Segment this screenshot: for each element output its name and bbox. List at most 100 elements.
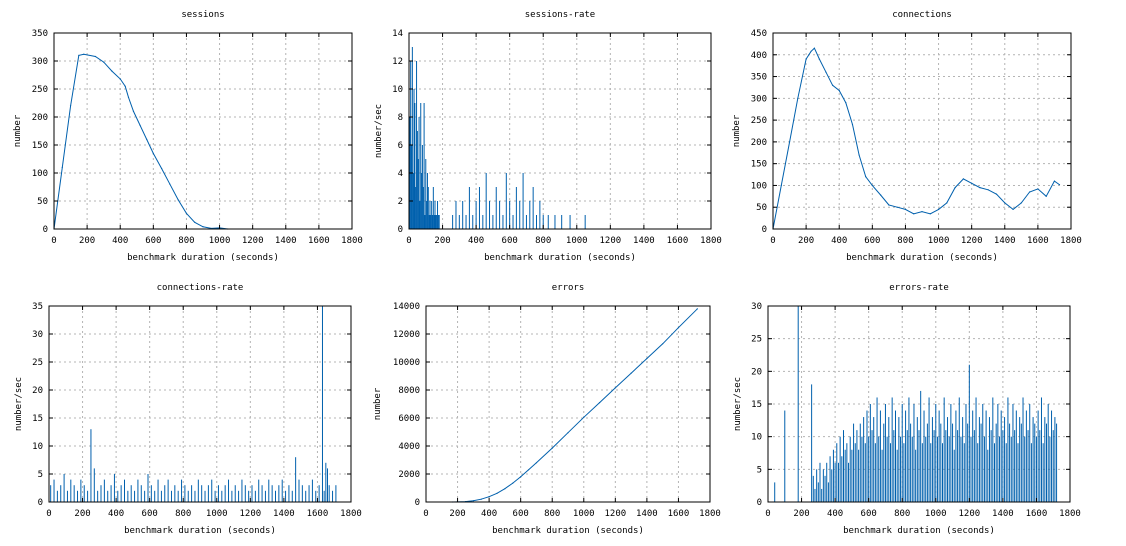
data-point — [598, 402, 601, 404]
y-axis-label: number — [732, 114, 742, 147]
y-tick-label: 12 — [392, 57, 403, 67]
y-tick-label: 6 — [398, 141, 403, 151]
chart-title: connections-rate — [157, 283, 244, 293]
x-tick-label: 600 — [861, 509, 877, 519]
chart-connections: 0 200 400 600 800 1000 1200 1400 1600 1800 0 50 100 1… — [732, 10, 1082, 263]
x-axis-label: benchmark duration (seconds) — [124, 526, 276, 536]
x-tick-label: 1400 — [994, 236, 1016, 246]
x-tick-label: 200 — [798, 236, 814, 246]
x-tick-label: 200 — [74, 509, 90, 519]
y-tick-label: 6000 — [398, 414, 420, 424]
y-tick-label: 400 — [751, 51, 767, 61]
y-axis-label: number — [13, 114, 23, 147]
data-point — [880, 194, 882, 196]
x-tick-label: 1200 — [242, 236, 264, 246]
data-point — [480, 498, 482, 500]
y-tick-label: 20 — [32, 386, 43, 396]
plot-frame — [408, 32, 712, 230]
data-point — [177, 199, 179, 201]
x-tick-label: 400 — [831, 236, 847, 246]
chart-title: sessions — [181, 10, 224, 20]
data-point — [1029, 191, 1031, 193]
data-point — [871, 184, 873, 187]
y-tick-label: 10000 — [393, 358, 420, 368]
x-tick-label: 800 — [535, 236, 551, 246]
chart-title: errors-rate — [889, 283, 949, 293]
x-tick-label: 200 — [79, 236, 95, 246]
y-tick-label: 10 — [32, 442, 43, 452]
data-point — [971, 182, 973, 184]
data-point — [496, 492, 498, 494]
data-point — [83, 53, 85, 55]
y-tick-label: 10 — [751, 433, 762, 443]
data-point — [61, 166, 63, 168]
x-tick-label: 1000 — [566, 236, 588, 246]
y-tick-label: 350 — [32, 29, 48, 39]
y-tick-label: 15 — [32, 414, 43, 424]
plot-frame — [425, 305, 711, 503]
series-line — [53, 53, 228, 230]
x-tick-label: 800 — [175, 509, 191, 519]
chart-title: sessions-rate — [525, 10, 595, 20]
x-tick-label: 1800 — [341, 236, 363, 246]
x-tick-label: 1600 — [668, 509, 690, 519]
y-tick-label: 8 — [398, 113, 403, 123]
y-tick-label: 200 — [32, 113, 48, 123]
y-tick-label: 4000 — [398, 442, 420, 452]
data-point — [832, 84, 834, 86]
x-tick-label: 1600 — [667, 236, 689, 246]
data-point — [551, 447, 553, 449]
series-line — [772, 47, 1060, 230]
x-tick-label: 1200 — [239, 509, 261, 519]
y-tick-label: 0 — [415, 498, 420, 508]
y-tick-label: 12000 — [393, 330, 420, 340]
data-point — [845, 102, 847, 104]
x-axis-label: benchmark duration (seconds) — [484, 253, 636, 263]
data-point — [937, 208, 940, 210]
x-tick-label: 1600 — [1026, 509, 1048, 519]
data-point — [677, 327, 680, 329]
data-point — [995, 193, 998, 195]
data-point — [797, 97, 799, 99]
y-axis-label: number/sec — [14, 377, 24, 431]
y-tick-label: 25 — [32, 358, 43, 368]
data-point — [139, 124, 141, 126]
data-point — [124, 85, 126, 87]
x-axis-label: benchmark duration (seconds) — [846, 253, 998, 263]
x-tick-label: 1000 — [925, 509, 947, 519]
x-tick-label: 1800 — [699, 509, 721, 519]
data-point — [818, 58, 820, 60]
data-point — [865, 176, 867, 178]
x-tick-label: 800 — [897, 236, 913, 246]
x-tick-label: 1200 — [958, 509, 980, 519]
x-tick-label: 400 — [481, 509, 497, 519]
y-tick-label: 250 — [751, 116, 767, 126]
data-point — [169, 183, 171, 185]
data-point — [1037, 188, 1039, 190]
data-point — [69, 105, 72, 107]
data-point — [146, 138, 148, 140]
x-tick-label: 0 — [770, 236, 775, 246]
x-tick-label: 1200 — [961, 236, 983, 246]
y-tick-label: 14 — [392, 29, 403, 39]
data-point — [851, 123, 854, 126]
data-point — [127, 96, 130, 98]
chart-errors-rate: 0 200 400 600 800 1000 1200 1400 1600 1800 0 5 10 15 2… — [733, 283, 1081, 536]
x-tick-label: 400 — [112, 236, 128, 246]
x-tick-label: 1600 — [308, 236, 330, 246]
x-tick-label: 1400 — [273, 509, 295, 519]
data-point — [535, 462, 538, 464]
y-tick-label: 100 — [751, 181, 767, 191]
chart-sessions-rate: 0 200 400 600 800 1000 1200 1400 1600 1800 0 2 4 6 8 10… — [374, 10, 722, 263]
data-point — [788, 141, 791, 143]
data-point — [662, 343, 664, 345]
data-point — [614, 387, 616, 389]
x-tick-label: 1200 — [599, 236, 621, 246]
y-tick-label: 100 — [32, 169, 48, 179]
y-tick-label: 50 — [756, 203, 767, 213]
x-tick-label: 800 — [894, 509, 910, 519]
data-point — [488, 496, 490, 498]
x-tick-label: 0 — [423, 509, 428, 519]
x-tick-label: 600 — [145, 236, 161, 246]
